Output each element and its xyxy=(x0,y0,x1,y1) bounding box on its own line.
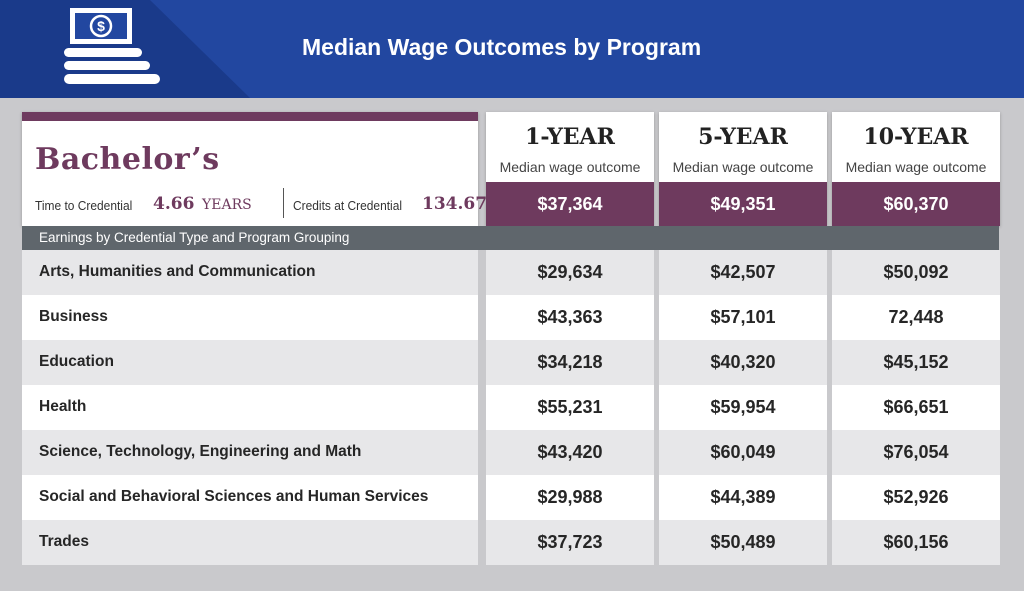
program-name: Business xyxy=(39,308,108,325)
column-header-1-year: 1-YEAR Median wage outcome $37,364 xyxy=(486,112,654,226)
wage-10-year: $60,156 xyxy=(883,532,949,552)
program-name: Trades xyxy=(39,533,89,550)
table-cell: $50,489 xyxy=(659,520,827,565)
wage-5-year: $59,954 xyxy=(710,397,776,417)
column-median: $60,370 xyxy=(832,182,1000,226)
program-name: Health xyxy=(39,398,87,415)
table-row: Social and Behavioral Sciences and Human… xyxy=(22,475,478,520)
wage-1-year: $34,218 xyxy=(537,352,603,372)
column-header-5-year: 5-YEAR Median wage outcome $49,351 xyxy=(659,112,827,226)
table-row: Education xyxy=(22,340,478,385)
table-cell: $45,152 xyxy=(832,340,1000,385)
wage-10-year: $76,054 xyxy=(883,442,949,462)
table-cell: $76,054 xyxy=(832,430,1000,475)
table-cell: $42,507 xyxy=(659,250,827,295)
table-row: Arts, Humanities and Communication xyxy=(22,250,478,295)
table-cell: $57,101 xyxy=(659,295,827,340)
time-to-credential-label: Time to Credential xyxy=(35,198,133,213)
column-year: 1-YEAR xyxy=(525,124,615,150)
wage-1-year: $55,231 xyxy=(537,397,603,417)
table-cell: $60,156 xyxy=(832,520,1000,565)
program-name: Science, Technology, Engineering and Mat… xyxy=(39,443,362,460)
wage-5-year: $42,507 xyxy=(710,262,776,282)
credits-at-credential-label: Credits at Credential xyxy=(293,198,403,213)
wage-5-year: $60,049 xyxy=(710,442,776,462)
column-subtitle: Median wage outcome xyxy=(499,159,641,175)
table-cell: $66,651 xyxy=(832,385,1000,430)
credits-at-credential-value: 134.67 xyxy=(422,194,488,214)
time-to-credential-value: 4.66 xyxy=(153,194,195,214)
wage-1-year: $29,634 xyxy=(537,262,603,282)
wage-10-year: $52,926 xyxy=(883,487,949,507)
column-year: 10-YEAR xyxy=(863,124,969,150)
table-cell: $34,218 xyxy=(486,340,654,385)
table-cell: $37,723 xyxy=(486,520,654,565)
column-median: $37,364 xyxy=(486,182,654,226)
table-cell: 72,448 xyxy=(832,295,1000,340)
table-row: Science, Technology, Engineering and Mat… xyxy=(22,430,478,475)
program-name: Arts, Humanities and Communication xyxy=(39,263,316,280)
page-title: Median Wage Outcomes by Program xyxy=(302,34,702,60)
table-cell: $40,320 xyxy=(659,340,827,385)
column-year: 5-YEAR xyxy=(698,124,788,150)
degree-title: Bachelor’s xyxy=(35,142,220,177)
table-cell: $60,049 xyxy=(659,430,827,475)
table-row: Health xyxy=(22,385,478,430)
wage-5-year: $57,101 xyxy=(710,307,776,327)
wage-5-year: $40,320 xyxy=(710,352,776,372)
column-header-10-year: 10-YEAR Median wage outcome $60,370 xyxy=(832,112,1000,226)
money-stack-icon: $ xyxy=(64,8,160,84)
section-label: Earnings by Credential Type and Program … xyxy=(22,226,999,250)
wage-10-year: $45,152 xyxy=(883,352,949,372)
wage-1-year: $43,363 xyxy=(537,307,603,327)
wage-5-year: $44,389 xyxy=(710,487,776,507)
table-cell: $29,634 xyxy=(486,250,654,295)
table-cell: $59,954 xyxy=(659,385,827,430)
program-name: Education xyxy=(39,353,114,370)
table-row: Business xyxy=(22,295,478,340)
table-cell: $43,420 xyxy=(486,430,654,475)
wage-1-year: $37,723 xyxy=(537,532,603,552)
wage-1-year: $29,988 xyxy=(537,487,603,507)
table-row: Trades xyxy=(22,520,478,565)
wage-10-year: 72,448 xyxy=(888,307,944,327)
time-to-credential-unit: YEARS xyxy=(202,197,252,213)
column-subtitle: Median wage outcome xyxy=(672,159,814,175)
wage-10-year: $66,651 xyxy=(883,397,949,417)
header-banner: $ Median Wage Outcomes by Program xyxy=(0,0,1024,98)
table-cell: $55,231 xyxy=(486,385,654,430)
table-cell: $43,363 xyxy=(486,295,654,340)
wage-5-year: $50,489 xyxy=(710,532,776,552)
column-median: $49,351 xyxy=(659,182,827,226)
svg-text:$: $ xyxy=(97,18,105,34)
accent-bar xyxy=(22,112,478,121)
credential-header: Bachelor’s Time to Credential 4.66 YEARS… xyxy=(22,112,487,226)
table-cell: $29,988 xyxy=(486,475,654,520)
table-cell: $50,092 xyxy=(832,250,1000,295)
meta-divider xyxy=(283,188,284,218)
table-cell: $52,926 xyxy=(832,475,1000,520)
wage-10-year: $50,092 xyxy=(883,262,949,282)
program-name: Social and Behavioral Sciences and Human… xyxy=(39,488,429,505)
table-cell: $44,389 xyxy=(659,475,827,520)
column-subtitle: Median wage outcome xyxy=(845,159,987,175)
wage-1-year: $43,420 xyxy=(537,442,603,462)
